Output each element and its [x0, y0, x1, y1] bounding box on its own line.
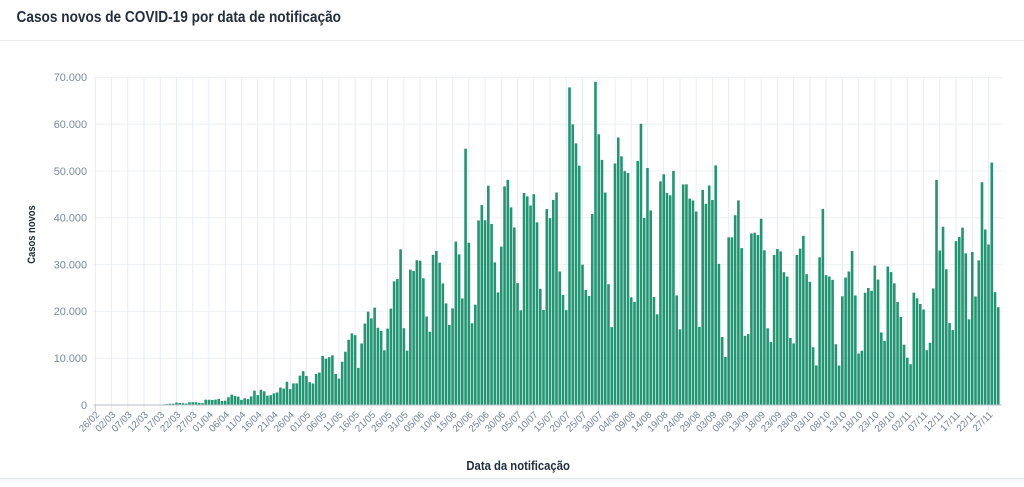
svg-text:30.000: 30.000: [54, 259, 87, 271]
svg-text:70.000: 70.000: [54, 72, 87, 84]
svg-text:40.000: 40.000: [54, 213, 87, 225]
svg-text:0: 0: [81, 400, 87, 412]
svg-text:20.000: 20.000: [54, 306, 87, 318]
svg-text:60.000: 60.000: [54, 119, 87, 131]
svg-text:10.000: 10.000: [54, 353, 87, 365]
svg-text:Casos novos: Casos novos: [26, 205, 38, 264]
svg-text:Data da notificação: Data da notificação: [466, 458, 570, 473]
svg-text:Casos novos de COVID-19 por da: Casos novos de COVID-19 por data de noti…: [17, 9, 342, 26]
svg-text:50.000: 50.000: [54, 166, 87, 178]
